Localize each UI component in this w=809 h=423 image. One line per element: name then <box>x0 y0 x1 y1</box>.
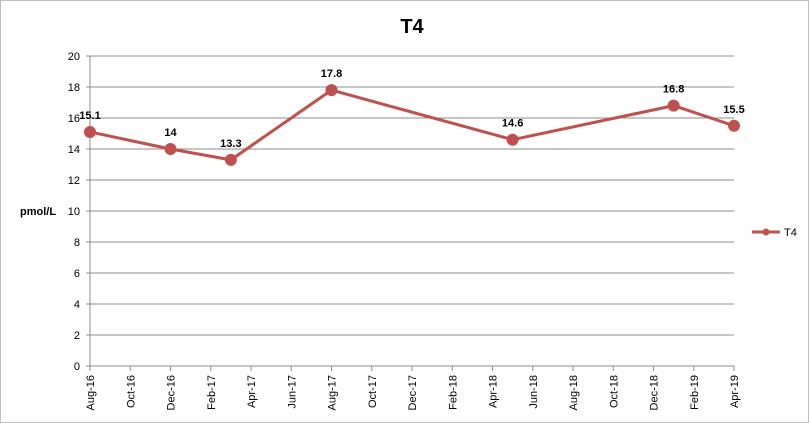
series-t4: 15.1 14 13.3 17.8 14.6 16.8 15.5 <box>79 68 745 166</box>
data-point <box>325 84 338 97</box>
data-point <box>164 143 177 155</box>
x-tick-label: Dec-18 <box>649 375 661 410</box>
y-tick-label: 0 <box>74 361 80 373</box>
y-tick-labels: 0 2 4 6 8 10 12 14 16 18 20 <box>68 51 80 373</box>
x-tick-label: Oct-17 <box>367 375 379 408</box>
y-tick-label: 16 <box>68 113 80 125</box>
data-label: 15.5 <box>723 104 744 116</box>
data-label: 16.8 <box>663 84 684 96</box>
legend-marker <box>762 228 770 236</box>
axes <box>89 56 735 371</box>
data-label: 14.6 <box>502 118 523 130</box>
y-axis-label: pmol/L <box>20 206 56 218</box>
y-tick-label: 8 <box>74 237 80 249</box>
data-label: 15.1 <box>79 110 100 122</box>
data-point <box>506 133 519 146</box>
x-tick-label: Apr-19 <box>729 375 741 408</box>
y-tick-label: 2 <box>74 330 80 342</box>
x-tick-label: Feb-19 <box>689 375 701 410</box>
legend-label: T4 <box>784 227 797 239</box>
x-tick-label: Jun-17 <box>286 375 298 409</box>
legend: T4 <box>752 227 797 239</box>
data-point <box>728 119 740 132</box>
y-tick-label: 4 <box>74 299 80 311</box>
x-tick-label: Dec-16 <box>166 375 178 410</box>
x-tick-label: Feb-17 <box>206 375 218 410</box>
x-tick-label: Aug-17 <box>327 375 339 410</box>
data-label: 13.3 <box>220 138 241 150</box>
data-point <box>667 99 680 112</box>
y-tick-label: 18 <box>68 82 80 94</box>
data-point <box>224 153 237 166</box>
y-tick-label: 12 <box>68 175 80 187</box>
y-tick-label: 20 <box>68 51 80 63</box>
y-tick-label: 6 <box>74 268 80 280</box>
x-tick-label: Apr-17 <box>246 375 258 408</box>
data-label: 14 <box>164 127 177 139</box>
data-point <box>84 125 96 138</box>
x-tick-label: Aug-16 <box>85 375 97 410</box>
x-tick-labels: Aug-16 Oct-16 Dec-16 Feb-17 Apr-17 Jun-17 Aug-… <box>85 375 741 410</box>
y-tick-label: 10 <box>68 206 80 218</box>
data-label: 17.8 <box>321 68 342 80</box>
x-tick-label: Oct-18 <box>608 375 620 408</box>
x-tick-label: Jun-18 <box>528 375 540 409</box>
chart-title: T4 <box>400 16 424 38</box>
x-tick-label: Dec-17 <box>407 375 419 410</box>
x-tick-label: Feb-18 <box>447 375 459 410</box>
x-tick-label: Oct-16 <box>125 375 137 408</box>
x-tick-label: Apr-18 <box>488 375 500 408</box>
x-tick-label: Aug-18 <box>568 375 580 410</box>
gridlines <box>86 55 734 367</box>
y-tick-label: 14 <box>68 144 80 156</box>
